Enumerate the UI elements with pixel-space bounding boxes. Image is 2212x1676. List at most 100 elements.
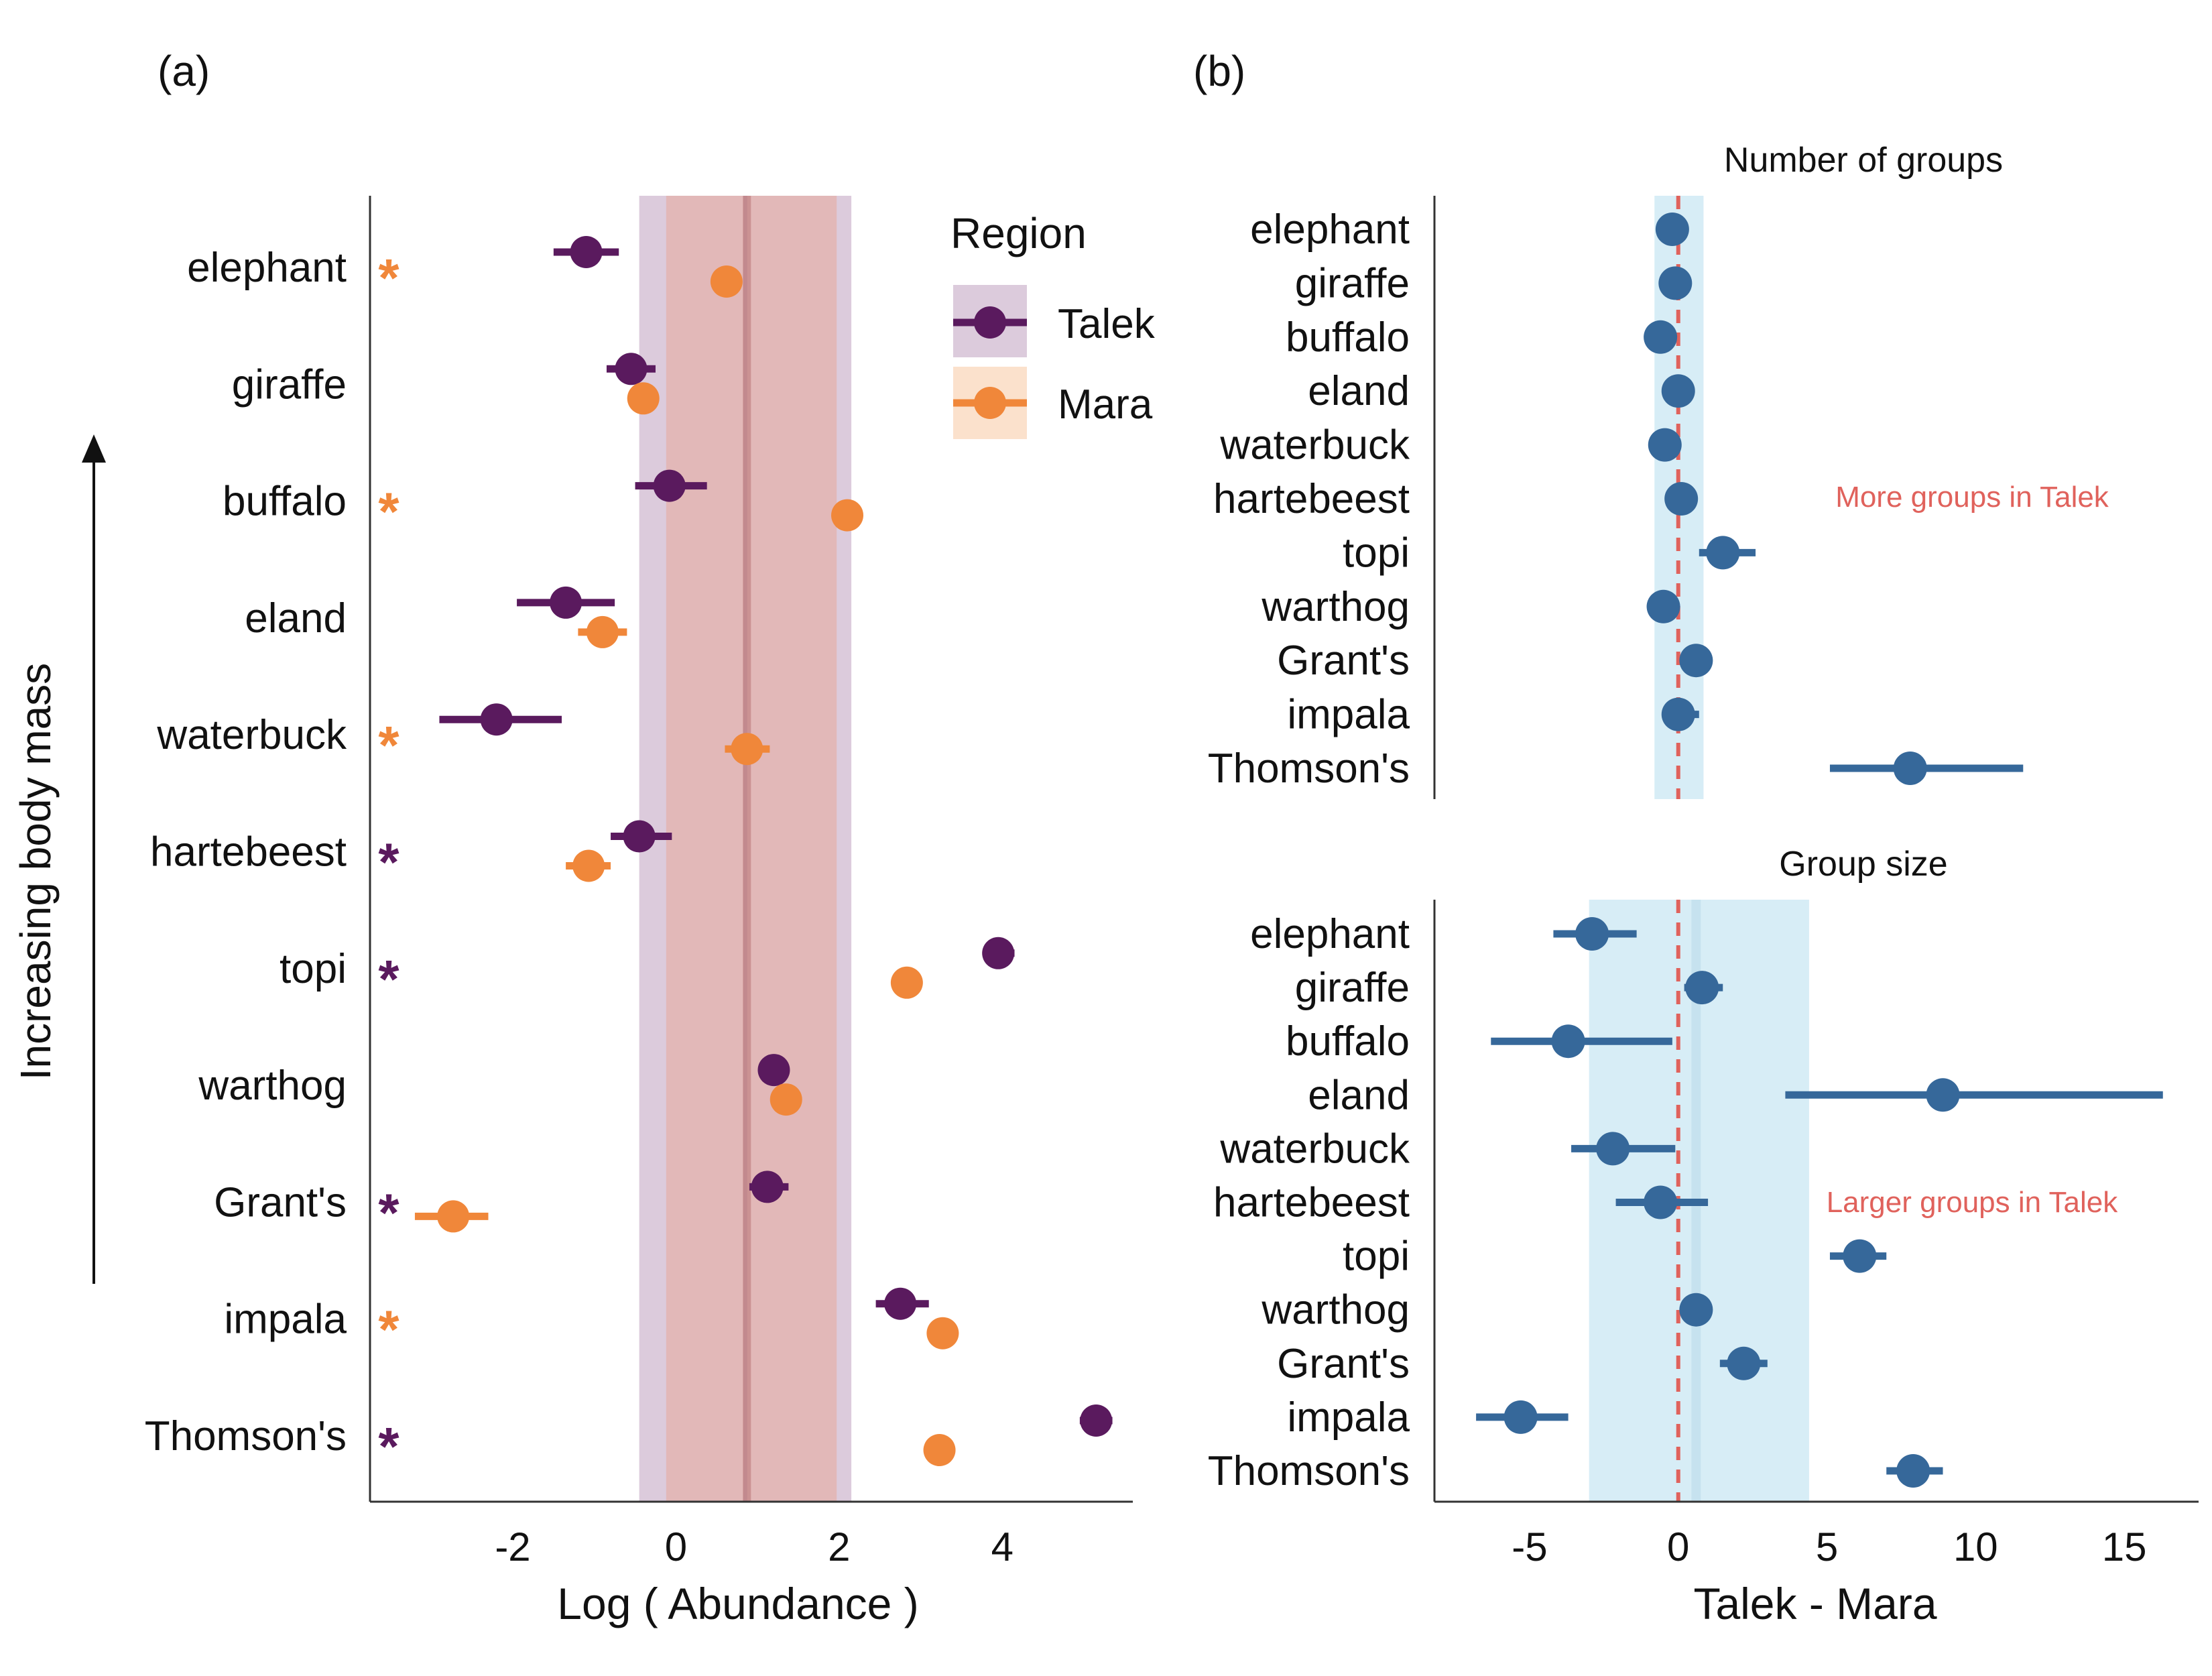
significance-marker: * [378, 949, 400, 1009]
groups-category-label: hartebeest [1213, 476, 1410, 522]
significance-marker: * [378, 715, 400, 775]
legend-key-talek-dot [974, 306, 1006, 339]
talek-point [884, 1287, 917, 1320]
mara-point [890, 966, 923, 999]
abundance-category-label: impala [224, 1297, 347, 1343]
mara-point [831, 499, 864, 532]
abundance-category-label: hartebeest [150, 829, 347, 876]
abundance-category-label: Thomson's [145, 1413, 347, 1459]
abundance-category-label: buffalo [223, 479, 347, 525]
groups-point [1658, 266, 1693, 300]
panel-label-b: (b) [1193, 47, 1245, 95]
size-x-tick-label: 5 [1816, 1524, 1838, 1569]
mara-point [770, 1083, 802, 1116]
body-mass-label: Increasing body mass [11, 663, 60, 1081]
groups-category-label: Grant's [1277, 638, 1410, 684]
groups-point [1664, 482, 1699, 516]
talek-point [570, 236, 603, 268]
size-category-label: buffalo [1286, 1018, 1410, 1065]
mara-point [627, 382, 660, 415]
legend-title: Region [950, 209, 1087, 257]
legend-key-mara-dot [974, 387, 1006, 419]
talek-point [550, 586, 582, 619]
groups-category-label: topi [1343, 530, 1410, 576]
annotation-larger-groups: Larger groups in Talek [1827, 1186, 2119, 1219]
size-point [1503, 1400, 1538, 1434]
abundance-x-axis-title: Log ( Abundance ) [557, 1579, 918, 1628]
groups-category-label: waterbuck [1219, 422, 1410, 469]
size-x-tick-label: 10 [1953, 1524, 1998, 1569]
legend-label-talek: Talek [1058, 301, 1156, 347]
significance-marker: * [378, 833, 400, 892]
groups-category-label: elephant [1250, 206, 1410, 253]
abundance-category-label: warthog [198, 1063, 347, 1109]
size-title: Group size [1779, 845, 1947, 884]
mara-point [572, 849, 605, 882]
size-category-label: warthog [1261, 1287, 1410, 1333]
groups-point [1706, 536, 1740, 570]
size-x-tick-label: -5 [1512, 1524, 1547, 1569]
groups-point [1648, 428, 1682, 462]
legend-clip-mask [1161, 268, 1201, 442]
groups-category-label: buffalo [1286, 314, 1410, 361]
talek-point [1080, 1404, 1113, 1437]
significance-marker: * [378, 1300, 400, 1360]
groups-category-label: Thomson's [1208, 745, 1410, 792]
abundance-category-label: elephant [187, 245, 347, 291]
groups-panel: Number of groups elephant giraffe buffalo el… [1208, 141, 2024, 799]
talek-point [982, 937, 1015, 969]
groups-title: Number of groups [1724, 141, 2003, 180]
size-point [1896, 1454, 1930, 1488]
size-point [1843, 1239, 1877, 1273]
size-category-label: Thomson's [1208, 1448, 1410, 1494]
groups-point [1679, 644, 1713, 678]
abundance-x-tick-label: 0 [665, 1524, 687, 1569]
groups-category-label: warthog [1261, 584, 1410, 630]
mara-point [926, 1317, 959, 1350]
groups-category-label: eland [1308, 368, 1410, 414]
groups-point [1661, 374, 1695, 408]
mara-point [586, 615, 619, 648]
abundance-panel: -2 0 2 4 Log ( Abundance ) elephant * giraffe bu… [145, 196, 1133, 1628]
size-category-label: eland [1308, 1072, 1410, 1118]
groups-category-label: giraffe [1295, 260, 1410, 306]
abundance-category-label: Grant's [214, 1179, 347, 1225]
groups-category-label: impala [1287, 692, 1410, 738]
groups-point [1893, 752, 1927, 785]
panel-label-a: (a) [158, 47, 210, 95]
size-category-label: topi [1343, 1234, 1410, 1280]
talek-point [653, 469, 686, 502]
mara-point [710, 265, 743, 298]
abundance-x-tick-label: 4 [991, 1524, 1013, 1569]
size-x-tick-label: 15 [2102, 1524, 2147, 1569]
significance-marker: * [378, 482, 400, 542]
size-x-axis-title: Talek - Mara [1693, 1579, 1937, 1628]
size-category-label: waterbuck [1219, 1126, 1410, 1172]
significance-marker: * [378, 1417, 400, 1476]
abundance-x-tick-label: 2 [828, 1524, 850, 1569]
talek-point [615, 353, 648, 385]
legend-label-mara: Mara [1058, 381, 1153, 428]
size-category-label: hartebeest [1213, 1180, 1410, 1226]
size-point [1679, 1293, 1713, 1327]
size-point [1551, 1024, 1585, 1059]
groups-point [1646, 589, 1680, 623]
size-point [1644, 1185, 1678, 1219]
mara-range-band [666, 196, 837, 1502]
size-point [1727, 1346, 1761, 1380]
body-mass-arrow-head [82, 434, 106, 463]
size-point [1685, 971, 1719, 1005]
mara-point [923, 1434, 956, 1466]
talek-point [751, 1171, 784, 1203]
size-point [1575, 917, 1609, 951]
talek-point [623, 820, 656, 853]
abundance-category-label: topi [280, 946, 347, 992]
size-x-tick-label: 0 [1667, 1524, 1689, 1569]
talek-point [480, 703, 513, 736]
size-category-label: Grant's [1277, 1341, 1410, 1387]
abundance-category-label: eland [245, 595, 347, 642]
abundance-category-label: giraffe [232, 361, 347, 408]
significance-marker: * [378, 248, 400, 308]
size-category-label: elephant [1250, 911, 1410, 957]
